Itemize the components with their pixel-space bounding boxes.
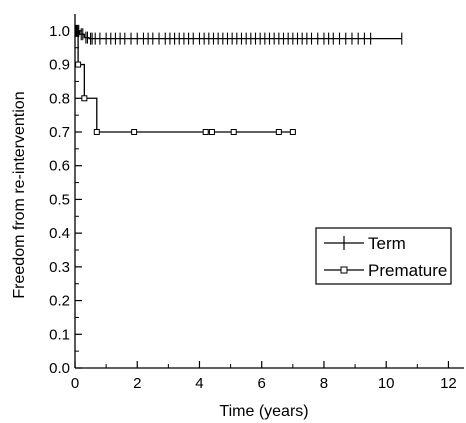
x-tick-label: 10 [378,375,395,392]
y-tick-label: 0.4 [49,225,70,242]
legend-box [315,227,452,285]
y-tick-label: 0.5 [49,191,70,208]
y-tick-label: 0.0 [49,360,70,377]
y-tick-label: 0.7 [49,124,70,141]
x-tick-label: 6 [258,375,266,392]
censor-mark-premature [75,61,82,68]
legend-marker [340,266,348,274]
y-tick-label: 0.3 [49,259,70,276]
legend-premature-label: Premature [368,261,447,280]
series-line-premature [75,30,296,133]
x-tick-label: 8 [320,375,328,392]
series-term [75,24,403,45]
censor-mark-premature [208,129,215,135]
legend-term-sample [324,236,364,250]
x-tick-label: 4 [195,375,203,392]
censor-mark-premature [230,129,237,135]
censor-mark-premature [93,129,100,135]
y-tick-label: 1.0 [49,23,70,40]
y-tick-label: 0.1 [49,326,70,343]
series-layer [75,24,403,135]
legend-term-label: Term [368,234,406,253]
y-tick-label: 0.2 [49,293,70,310]
axes: 0.0 0.1 0.2 0.3 0.4 0.5 0.6 0.7 0.8 0.9 1.0 0 2 4 6 8 10… [49,14,464,392]
x-tick-label: 12 [440,375,457,392]
legend: Term Premature [315,227,452,285]
y-tick-label: 0.8 [49,90,70,107]
y-tick-label: 0.6 [49,158,70,175]
censor-mark-premature [202,129,209,135]
x-axis-title: Time (years) [219,403,308,420]
series-premature [75,30,296,135]
censor-mark-premature [81,95,88,102]
y-axis-title: Freedom from re-intervention [11,91,28,298]
series-line-term [75,30,402,40]
y-tick-label: 0.9 [49,57,70,74]
legend-premature-sample [324,266,364,274]
x-tick-label: 2 [133,375,141,392]
censor-mark-premature [289,129,296,135]
x-tick-label: 0 [71,375,79,392]
censor-mark-premature [131,129,138,135]
censor-mark-premature [275,129,282,135]
